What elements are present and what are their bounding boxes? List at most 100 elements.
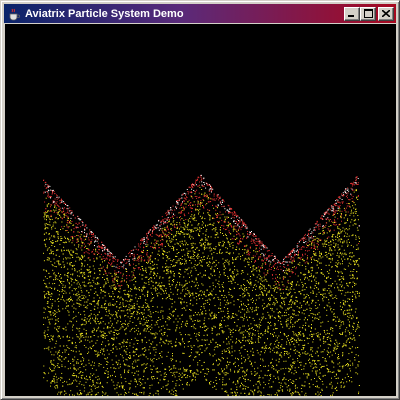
particle: [150, 368, 152, 370]
particle: [55, 316, 57, 318]
particle: [353, 277, 355, 279]
particle: [216, 198, 218, 200]
particle: [286, 256, 288, 257]
particle: [242, 370, 244, 372]
particle: [114, 274, 116, 276]
particle: [157, 285, 159, 287]
particle: [126, 359, 128, 361]
particle: [233, 235, 235, 237]
particle: [204, 325, 206, 327]
close-button[interactable]: [378, 6, 394, 21]
maximize-button[interactable]: [360, 6, 376, 21]
particle: [303, 300, 305, 302]
particle: [128, 253, 130, 255]
particle: [312, 301, 314, 303]
particle: [310, 273, 312, 275]
particle: [69, 210, 71, 212]
particle: [342, 321, 344, 323]
particle: [354, 311, 356, 313]
particle: [337, 227, 339, 229]
particle: [310, 257, 312, 259]
particle: [318, 291, 320, 293]
particle: [350, 259, 352, 261]
particle: [211, 332, 213, 334]
particle: [65, 307, 67, 309]
particle: [96, 356, 98, 358]
particle: [126, 341, 128, 343]
particle: [209, 244, 211, 246]
particle: [183, 219, 185, 221]
particle: [289, 344, 291, 346]
particle: [320, 325, 322, 327]
particle: [75, 260, 77, 262]
particle: [102, 261, 103, 263]
particle: [199, 348, 201, 350]
particle: [193, 281, 195, 283]
particle: [205, 224, 206, 226]
particle: [203, 319, 205, 321]
particle: [314, 305, 316, 307]
particle: [253, 392, 255, 394]
particle: [96, 329, 98, 331]
particle: [339, 342, 341, 344]
particle: [44, 297, 45, 299]
particle: [157, 272, 159, 274]
minimize-button[interactable]: [344, 6, 360, 21]
particle: [323, 365, 325, 367]
particle: [342, 242, 344, 244]
particle: [276, 268, 278, 270]
particle: [227, 394, 229, 396]
particle: [298, 344, 300, 346]
particle: [302, 274, 304, 276]
particle: [95, 321, 96, 323]
particle: [85, 346, 87, 348]
particle: [341, 220, 342, 222]
particle: [197, 287, 199, 289]
particle: [71, 305, 73, 307]
particle: [312, 384, 314, 386]
particle: [328, 302, 330, 304]
particle: [102, 321, 104, 323]
particle: [116, 316, 118, 318]
title-bar[interactable]: Aviatrix Particle System Demo: [4, 4, 396, 23]
particle: [192, 237, 194, 239]
particle: [81, 231, 83, 232]
particle: [76, 380, 78, 382]
particle: [352, 362, 354, 364]
particle: [317, 334, 319, 336]
particle: [165, 273, 167, 275]
particle: [151, 292, 153, 294]
particle: [213, 261, 215, 263]
particle: [166, 265, 168, 267]
particle: [175, 385, 177, 387]
particle: [333, 207, 334, 209]
particle: [51, 218, 53, 220]
particle: [46, 292, 48, 294]
particle: [134, 331, 136, 333]
particle: [287, 338, 288, 340]
particle: [115, 368, 117, 370]
particle: [70, 383, 72, 385]
particle: [180, 231, 182, 233]
particle: [146, 262, 147, 263]
particle: [248, 258, 250, 260]
particle: [357, 195, 359, 197]
particle: [198, 233, 199, 235]
particle: [280, 321, 282, 323]
particle: [220, 202, 222, 204]
particle: [345, 313, 346, 315]
particle: [143, 237, 145, 239]
particle: [128, 382, 130, 384]
particle: [147, 378, 149, 380]
particle: [119, 315, 121, 317]
particle: [357, 324, 359, 326]
particle: [64, 390, 66, 392]
particle: [189, 292, 191, 294]
particle: [94, 350, 96, 351]
particle-canvas[interactable]: [5, 24, 396, 396]
particle: [151, 376, 153, 377]
java-cup-icon[interactable]: [6, 6, 22, 22]
particle: [143, 287, 145, 289]
particle: [273, 347, 275, 349]
particle: [272, 274, 273, 276]
